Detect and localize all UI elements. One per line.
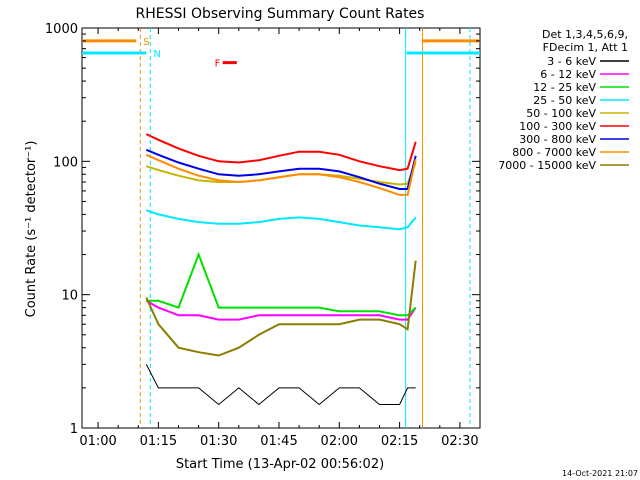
x-tick-label-2: 01:30 — [200, 434, 237, 449]
legend: Det 1,3,4,5,6,9,FDecim 1, Att 13 - 6 keV… — [498, 28, 629, 172]
x-tick-label-5: 02:15 — [381, 434, 418, 449]
legend-entry-1: 6 - 12 keV — [540, 68, 596, 81]
annotation-label-n: N — [153, 49, 160, 60]
x-tick-label-3: 01:45 — [260, 434, 297, 449]
chart-title: RHESSI Observing Summary Count Rates — [136, 6, 425, 22]
legend-entry-2: 12 - 25 keV — [533, 81, 596, 94]
series-line-3 — [145, 209, 417, 231]
series-line-5 — [145, 133, 417, 172]
y-axis-label: Count Rate (s⁻¹ detector⁻¹) — [24, 141, 39, 318]
legend-entry-7: 800 - 7000 keV — [512, 146, 596, 159]
series-line-6 — [145, 148, 417, 190]
legend-entry-8: 7000 - 15000 keV — [498, 159, 596, 172]
annotation-label-f: F — [215, 59, 221, 70]
legend-header-1: FDecim 1, Att 1 — [543, 41, 628, 54]
y-tick-label-2: 100 — [53, 155, 78, 170]
x-tick-label-0: 01:00 — [79, 434, 116, 449]
y-tick-label-3: 1000 — [45, 22, 78, 37]
series-line-7 — [145, 153, 417, 196]
y-tick-label-1: 10 — [61, 289, 78, 304]
legend-entry-5: 100 - 300 keV — [519, 120, 596, 133]
y-tick-label-0: 1 — [70, 422, 78, 437]
legend-entry-4: 50 - 100 keV — [526, 107, 596, 120]
legend-entry-3: 25 - 50 keV — [533, 94, 596, 107]
legend-entry-0: 3 - 6 keV — [547, 55, 596, 68]
footer-timestamp: 14-Oct-2021 21:07 — [562, 469, 638, 478]
x-tick-label-6: 02:30 — [441, 434, 478, 449]
x-axis-label: Start Time (13-Apr-02 00:56:02) — [176, 457, 384, 472]
legend-entry-6: 300 - 800 keV — [519, 133, 596, 146]
series-line-0 — [145, 364, 416, 406]
legend-header-0: Det 1,3,4,5,6,9, — [542, 28, 628, 41]
series-line-2 — [146, 251, 417, 317]
series-line-8 — [145, 260, 417, 357]
annotation-label-s: S — [143, 37, 149, 48]
series-line-1 — [145, 299, 417, 321]
plot-frame — [81, 27, 481, 429]
x-tick-label-4: 02:00 — [321, 434, 358, 449]
x-tick-label-1: 01:15 — [140, 434, 177, 449]
